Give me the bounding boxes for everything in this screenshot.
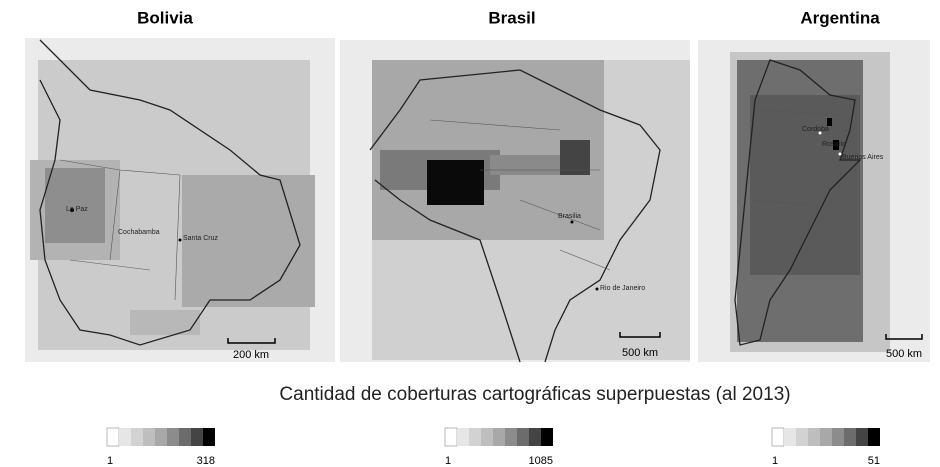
legend-swatch xyxy=(784,428,796,446)
legend-swatch xyxy=(529,428,541,446)
legend-swatch xyxy=(444,427,458,447)
legend-swatch xyxy=(771,427,785,447)
legend-swatch xyxy=(481,428,493,446)
legend-min: 1 xyxy=(445,455,451,467)
scale-label: 500 km xyxy=(886,348,922,360)
legend-swatch xyxy=(203,428,215,446)
panel-title: Argentina xyxy=(800,8,880,27)
legend-max: 51 xyxy=(868,455,880,467)
legend-swatch xyxy=(131,428,143,446)
legend-min: 1 xyxy=(107,455,113,467)
city-label: Brasilia xyxy=(558,213,581,220)
caption: Cantidad de coberturas cartográficas sup… xyxy=(279,384,790,405)
legend-swatch xyxy=(106,427,120,447)
legend-swatch xyxy=(143,428,155,446)
legend-swatch xyxy=(856,428,868,446)
legend-swatch xyxy=(155,428,167,446)
legend-swatch xyxy=(808,428,820,446)
legend-swatch xyxy=(457,428,469,446)
scale-label: 500 km xyxy=(622,347,658,359)
city-label: Santa Cruz xyxy=(183,235,219,242)
city-label: Cochabamba xyxy=(118,229,160,236)
legend-min: 1 xyxy=(772,455,778,467)
legend-swatch xyxy=(868,428,880,446)
city-label: Buenos Aires xyxy=(842,154,884,161)
map-bolivia: La Paz Cochabamba Santa Cruz 200 km xyxy=(25,38,335,362)
legends: 1 318 1 1085 1 51 xyxy=(106,427,880,467)
city-label: Cordoba xyxy=(802,126,829,133)
legend-swatch xyxy=(179,428,191,446)
legend-swatch xyxy=(541,428,553,446)
legend-max: 1085 xyxy=(529,455,553,467)
legend-swatch xyxy=(167,428,179,446)
legend-swatch xyxy=(191,428,203,446)
scale-label: 200 km xyxy=(233,349,269,361)
legend-swatch xyxy=(820,428,832,446)
city-label: Rosario xyxy=(822,141,846,148)
legend-swatch xyxy=(832,428,844,446)
city-label: La Paz xyxy=(66,206,88,213)
panel-title: Bolivia xyxy=(137,8,193,27)
legend-swatch xyxy=(796,428,808,446)
legend-swatch xyxy=(469,428,481,446)
map-brasil: Brasilia Rio de Janeiro 500 km xyxy=(340,40,690,363)
legend-max: 318 xyxy=(197,455,215,467)
legend-swatch xyxy=(493,428,505,446)
legend-swatch xyxy=(844,428,856,446)
city-label: Rio de Janeiro xyxy=(600,285,645,292)
legend-swatch xyxy=(517,428,529,446)
legend-swatch xyxy=(119,428,131,446)
map-argentina: Cordoba Rosario Buenos Aires 500 km xyxy=(698,40,930,362)
panel-title: Brasil xyxy=(488,8,535,27)
legend-swatch xyxy=(505,428,517,446)
